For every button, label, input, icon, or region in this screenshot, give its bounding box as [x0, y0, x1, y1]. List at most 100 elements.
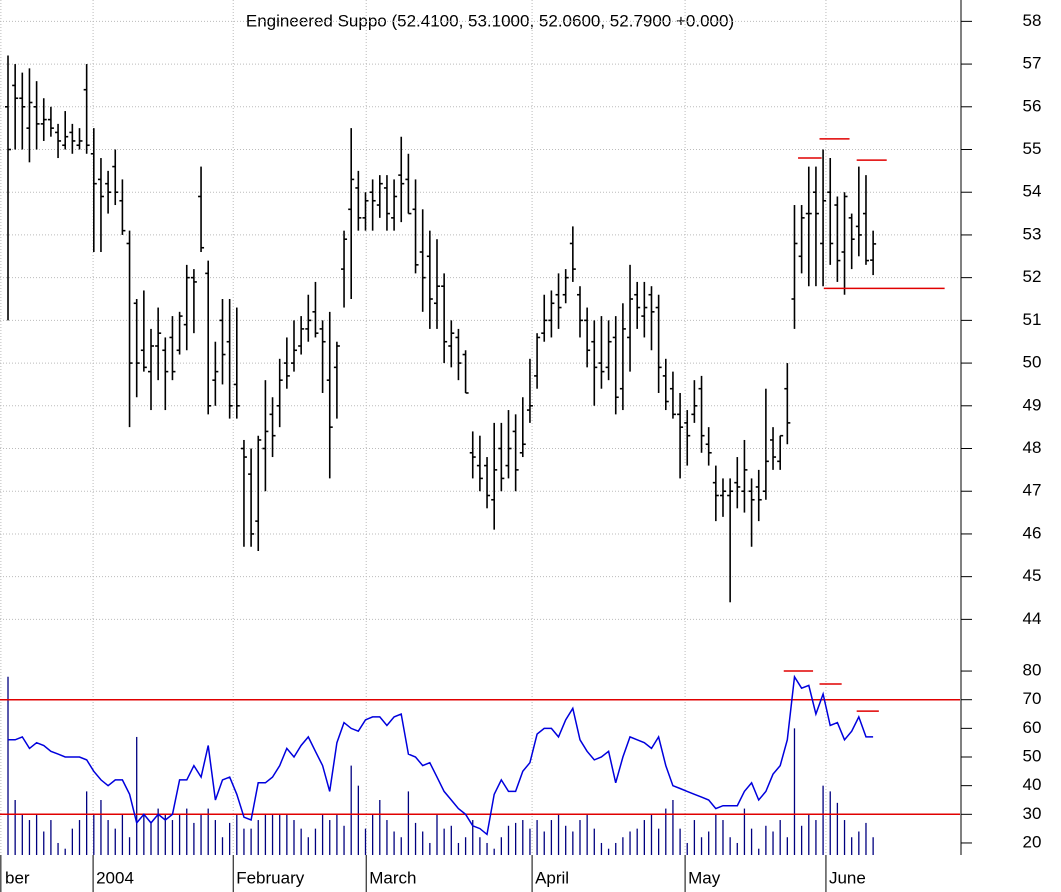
ohlc-bar [719, 478, 726, 517]
x-tick-label: 2004 [96, 868, 134, 887]
ohlc-bar [69, 123, 76, 154]
ohlc-bar [162, 337, 169, 411]
ohlc-bar [519, 397, 526, 458]
ohlc-bar [140, 290, 147, 372]
ohlc-bar [741, 439, 748, 513]
ohlc-bar [748, 478, 755, 547]
ohlc-bar [784, 363, 791, 445]
ohlc-bar [762, 388, 769, 500]
ohlc-bar [584, 307, 591, 368]
ohlc-bar [290, 320, 297, 372]
ohlc-bar [820, 149, 827, 287]
ohlc-bar [433, 239, 440, 329]
ohlc-bar [391, 179, 398, 231]
ohlc-bar [777, 434, 784, 470]
ohlc-bar [12, 64, 19, 150]
ohlc-bar [862, 175, 869, 265]
y-tick-label: 49 [1023, 395, 1042, 414]
ohlc-bar [105, 170, 112, 214]
ohlc-bar [827, 158, 834, 265]
ohlc-bar [126, 230, 133, 428]
ohlc-bar [698, 375, 705, 453]
y-tick-label: 30 [1023, 804, 1042, 823]
ohlc-bar [870, 230, 877, 276]
ohlc-bar [83, 64, 90, 154]
ohlc-bar [627, 264, 634, 372]
ohlc-bar [798, 205, 805, 274]
ohlc-bar [484, 457, 491, 509]
ohlc-bar [469, 431, 476, 479]
ohlc-bar [47, 106, 54, 137]
ohlc-bar [183, 264, 190, 351]
ohlc-bar [634, 281, 641, 329]
ohlc-bar [677, 392, 684, 479]
x-tick-label: ber [5, 868, 30, 887]
ohlc-bar [205, 260, 212, 415]
ohlc-bar [498, 422, 505, 492]
y-tick-label: 54 [1023, 182, 1042, 201]
ohlc-bar [512, 414, 519, 492]
y-tick-label: 55 [1023, 139, 1042, 158]
y-tick-label: 45 [1023, 566, 1042, 585]
ohlc-bar [376, 175, 383, 218]
y-tick-label: 44 [1023, 609, 1042, 628]
ohlc-bar [812, 166, 819, 287]
y-tick-label: 46 [1023, 523, 1042, 542]
x-tick-label: April [535, 868, 569, 887]
ohlc-bar [455, 328, 462, 381]
ohlc-bar [691, 380, 698, 423]
ohlc-bar [462, 350, 469, 394]
ohlc-bar [412, 179, 419, 274]
ohlc-bar [283, 337, 290, 389]
y-tick-label: 20 [1023, 832, 1042, 851]
ohlc-bar [190, 269, 197, 334]
ohlc-bar [62, 111, 69, 150]
ohlc-bar [155, 307, 162, 381]
ohlc-bar [76, 128, 83, 150]
ohlc-bar [541, 294, 548, 342]
ohlc-bar [734, 457, 741, 509]
ohlc-bar [333, 341, 340, 419]
ohlc-bar [448, 320, 455, 368]
ohlc-bar [605, 320, 612, 381]
ohlc-bar [383, 175, 390, 231]
ohlc-bar [562, 269, 569, 304]
ohlc-bar [219, 299, 226, 385]
ohlc-bar [662, 358, 669, 411]
ohlc-bar [848, 213, 855, 270]
ohlc-bar [255, 435, 262, 552]
ohlc-bar [148, 328, 155, 411]
ohlc-bar [198, 166, 205, 253]
y-tick-label: 50 [1023, 353, 1042, 372]
ohlc-bar [233, 307, 240, 419]
ohlc-bar [612, 316, 619, 415]
x-tick-label: June [829, 868, 866, 887]
y-tick-label: 52 [1023, 267, 1042, 286]
ohlc-bar [534, 333, 541, 389]
ohlc-bar [362, 192, 369, 231]
ohlc-bar [755, 469, 762, 522]
ohlc-bar [5, 55, 12, 321]
ohlc-bar [576, 286, 583, 338]
y-tick-label: 47 [1023, 481, 1042, 500]
y-tick-label: 57 [1023, 54, 1042, 73]
ohlc-bar [369, 179, 376, 231]
x-tick-label: May [688, 868, 721, 887]
ohlc-bar [491, 422, 498, 530]
ohlc-bar [426, 230, 433, 329]
ohlc-bar [112, 149, 119, 206]
y-tick-label: 70 [1023, 689, 1042, 708]
y-tick-label: 40 [1023, 775, 1042, 794]
ohlc-bar [33, 81, 40, 150]
ohlc-bar [212, 341, 219, 406]
ohlc-bar [341, 230, 348, 308]
y-tick-label: 53 [1023, 224, 1042, 243]
ohlc-bar [405, 153, 412, 215]
ohlc-bar [240, 439, 247, 547]
ohlc-bar [805, 166, 812, 287]
indicator-line [8, 674, 874, 836]
y-tick-label: 56 [1023, 96, 1042, 115]
ohlc-bar [326, 311, 333, 479]
ohlc-bar [226, 299, 233, 419]
